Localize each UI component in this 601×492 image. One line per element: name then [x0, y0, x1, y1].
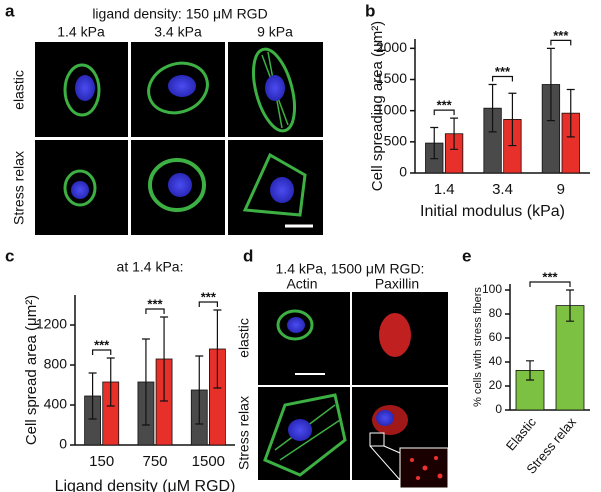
- significance-label: ***: [553, 28, 569, 43]
- x-tick-label: 3.4: [492, 181, 513, 198]
- significance-bracket: [145, 308, 165, 314]
- error-bar: [141, 338, 150, 426]
- error-bar: [106, 357, 115, 407]
- y-tick-label: 1000: [376, 101, 407, 117]
- row-label: elastic: [236, 318, 252, 358]
- y-tick-label: 2000: [376, 39, 407, 55]
- y-tick-label: 40: [489, 354, 503, 368]
- panel-label: b: [365, 1, 375, 20]
- error-bar: [195, 355, 204, 425]
- significance-bracket: [198, 301, 218, 307]
- significance-label: ***: [542, 269, 558, 284]
- x-axis-label: Initial modulus (kPa): [420, 203, 565, 220]
- y-tick-label: 400: [44, 396, 68, 412]
- significance-bracket: [433, 109, 455, 116]
- y-tick-label: 1200: [36, 316, 67, 332]
- y-tick-label: 500: [384, 133, 408, 149]
- panel-title: ligand density: 150 μM RGD: [92, 6, 267, 22]
- significance-bracket: [550, 39, 572, 46]
- column-label: Paxillin: [375, 276, 419, 292]
- error-bar: [508, 92, 517, 147]
- row-label: Stress relax: [11, 151, 27, 225]
- significance-bracket: [491, 75, 514, 82]
- error-bar: [546, 47, 555, 122]
- significance-label: ***: [147, 296, 163, 311]
- row-label: Stress relax: [236, 396, 252, 470]
- significance-label: ***: [495, 64, 511, 79]
- panel-label: a: [5, 1, 15, 20]
- column-label: 3.4 kPa: [154, 24, 202, 40]
- y-axis-label: % cells with stress fibers: [472, 287, 484, 407]
- y-tick-label: 20: [489, 378, 503, 392]
- y-tick-label: 80: [489, 306, 503, 320]
- x-tick-label: Elastic: [503, 414, 539, 453]
- panel-label: d: [243, 246, 253, 265]
- panel-label: e: [462, 246, 471, 265]
- panel-title: 1.4 kPa, 1500 μM RGD:: [276, 261, 425, 277]
- significance-label: ***: [201, 289, 217, 304]
- y-tick-label: 60: [489, 330, 503, 344]
- chart-title: at 1.4 kPa:: [117, 259, 184, 275]
- column-label: Actin: [286, 276, 317, 292]
- column-label: 9 kPa: [257, 24, 293, 40]
- y-tick-label: 1500: [376, 70, 407, 86]
- error-bar: [566, 289, 574, 322]
- y-tick-label: 0: [495, 402, 502, 416]
- error-bar: [160, 316, 169, 402]
- micrographs: [258, 292, 449, 489]
- significance-bracket: [92, 349, 112, 355]
- y-tick-label: 0: [399, 164, 407, 180]
- x-axis-label: Ligand density (μM RGD): [55, 478, 236, 492]
- error-bar: [488, 83, 497, 133]
- significance-bracket: [529, 281, 571, 287]
- error-bar: [566, 88, 575, 138]
- panel-label: c: [5, 246, 14, 265]
- x-tick-label: 1.4: [434, 181, 455, 198]
- significance-label: ***: [94, 337, 110, 352]
- micrographs: [35, 42, 323, 235]
- significance-label: ***: [437, 98, 453, 113]
- error-bar: [526, 360, 534, 381]
- row-label: elastic: [11, 70, 27, 110]
- y-axis-label: Cell spreading area (μm²): [369, 21, 386, 191]
- x-tick-label: 9: [557, 181, 565, 198]
- bar: [555, 305, 585, 411]
- x-tick-label: 150: [89, 453, 114, 470]
- error-bar: [88, 372, 97, 420]
- x-tick-label: 750: [142, 453, 167, 470]
- column-label: 1.4 kPa: [57, 24, 105, 40]
- error-bar: [450, 117, 459, 150]
- y-tick-label: 100: [482, 282, 502, 296]
- error-bar: [430, 126, 439, 160]
- x-tick-label: 1500: [192, 453, 225, 470]
- error-bar: [213, 309, 222, 389]
- y-tick-label: 0: [59, 436, 67, 452]
- y-axis-label: Cell spread area (μm²): [23, 295, 40, 445]
- y-tick-label: 800: [44, 356, 68, 372]
